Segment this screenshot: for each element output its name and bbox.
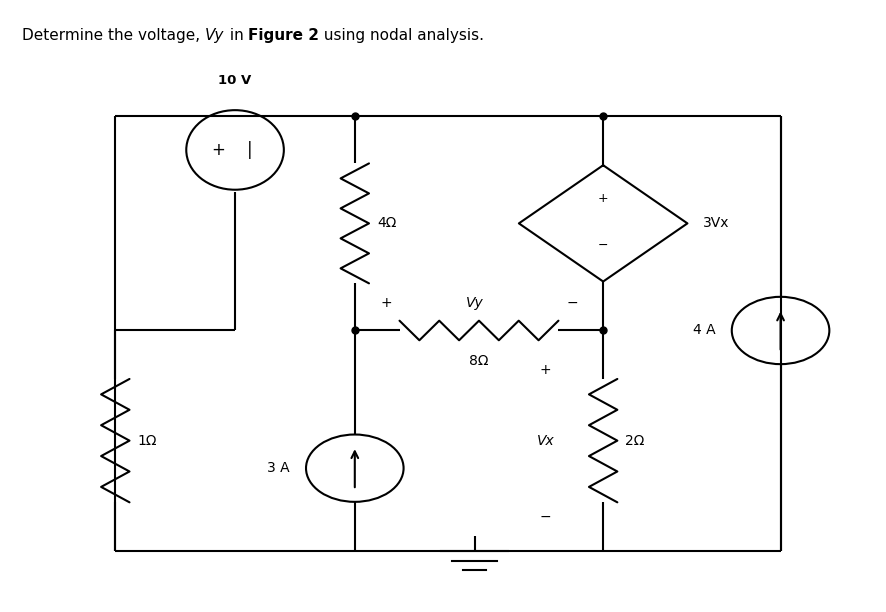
Text: −: −: [597, 239, 608, 252]
Text: 3Vx: 3Vx: [703, 217, 729, 230]
Text: in: in: [224, 28, 248, 43]
Text: −: −: [539, 510, 551, 524]
Text: 3 A: 3 A: [267, 461, 290, 475]
Text: +: +: [597, 192, 608, 206]
Text: Vy: Vy: [205, 28, 224, 43]
Text: Figure 2: Figure 2: [248, 28, 319, 43]
Text: +: +: [539, 364, 551, 377]
Text: 10 V: 10 V: [218, 74, 252, 87]
Text: 8Ω: 8Ω: [469, 354, 488, 368]
Text: using nodal analysis.: using nodal analysis.: [319, 28, 484, 43]
Text: 4Ω: 4Ω: [377, 217, 396, 230]
Text: +: +: [211, 141, 225, 159]
Text: −: −: [565, 296, 578, 310]
Text: 4 A: 4 A: [692, 324, 715, 337]
Text: +: +: [379, 296, 392, 310]
Text: 2Ω: 2Ω: [625, 434, 644, 447]
Text: 1Ω: 1Ω: [137, 434, 157, 447]
Text: Vy: Vy: [465, 296, 483, 310]
Text: |: |: [246, 141, 253, 159]
Text: Vx: Vx: [536, 434, 554, 447]
Text: Determine the voltage,: Determine the voltage,: [22, 28, 205, 43]
